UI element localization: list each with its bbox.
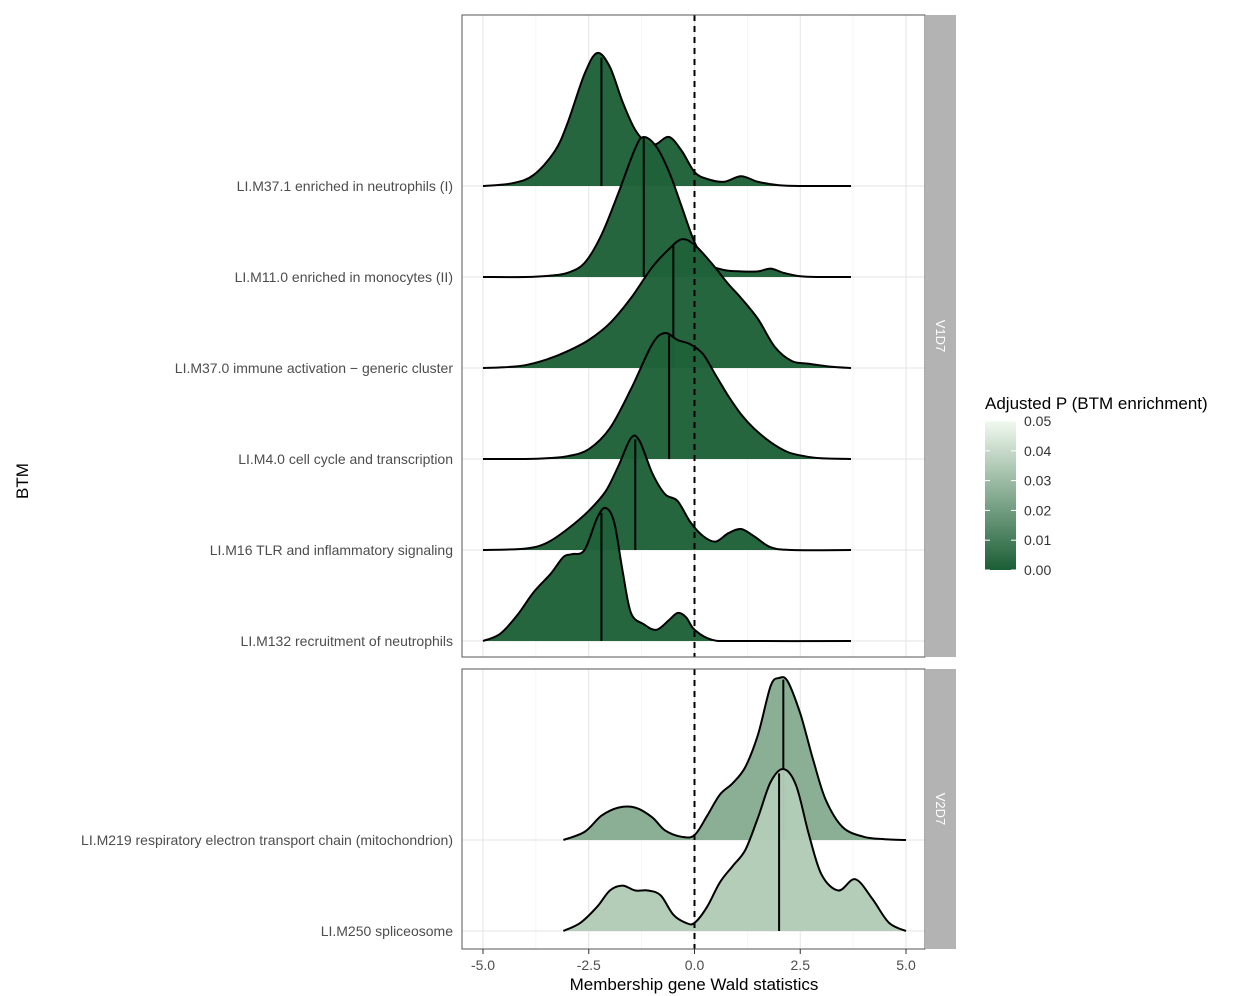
- ridge-fill-li-m4-0-cell-cycle-and-transcription: [483, 332, 851, 460]
- y-axis-labels: LI.M37.1 enriched in neutrophils (I) LI.M…: [81, 178, 453, 939]
- ridge-fill-li-m37-1-enriched-in-neutrophils-i: [483, 52, 851, 187]
- y-label-li-m11-0-enriched-in-monocytes-ii: LI.M11.0 enriched in monocytes (II): [235, 269, 453, 285]
- ridges: [482, 51, 852, 643]
- legend-tick-label: 0.00: [1024, 562, 1051, 578]
- ridge-fill-li-m132-recruitment-of-neutrophils: [483, 507, 851, 642]
- ridge-line-li-m11-0-enriched-in-monocytes-ii: [482, 136, 852, 279]
- y-label-li-m37-0-immune-activation-generic-cluster: LI.M37.0 immune activation − generic clu…: [175, 360, 454, 376]
- ridge-line-li-m219-respiratory-electron-transport-chain-mitochondrion: [563, 676, 907, 841]
- y-label-li-m132-recruitment-of-neutrophils: LI.M132 recruitment of neutrophils: [241, 633, 453, 649]
- y-label-li-m219-respiratory-electron-transport-chain-mitochondrion: LI.M219 respiratory electron transport c…: [81, 832, 453, 848]
- panel-v2d7: V2D7: [461, 668, 956, 950]
- x-tick-label: 0.0: [685, 957, 705, 973]
- ridge-fill-li-m16-tlr-and-inflammatory-signaling: [483, 435, 851, 551]
- facet-strip-label: V2D7: [933, 793, 948, 826]
- y-label-li-m4-0-cell-cycle-and-transcription: LI.M4.0 cell cycle and transcription: [238, 451, 453, 467]
- legend-tick-label: 0.03: [1024, 473, 1051, 489]
- facet-strip-label: V1D7: [933, 320, 948, 353]
- ridge-fill-li-m37-0-immune-activation-generic-cluster: [483, 239, 851, 368]
- ridge-fill-li-m11-0-enriched-in-monocytes-ii: [483, 136, 851, 278]
- x-axis-title: Membership gene Wald statistics: [570, 975, 819, 994]
- y-label-li-m37-1-enriched-in-neutrophils-i: LI.M37.1 enriched in neutrophils (I): [237, 178, 453, 194]
- y-axis-title: BTM: [13, 463, 32, 499]
- legend-title: Adjusted P (BTM enrichment): [985, 394, 1208, 413]
- ridges: [562, 676, 907, 932]
- facet-strip: [925, 15, 956, 657]
- x-tick-label: 5.0: [896, 957, 916, 973]
- ridge-line-li-m16-tlr-and-inflammatory-signaling: [482, 434, 852, 552]
- legend-tick-label: 0.04: [1024, 443, 1051, 459]
- x-tick-label: -2.5: [577, 957, 601, 973]
- ridge-line-li-m250-spliceosome: [562, 767, 907, 932]
- y-label-li-m16-tlr-and-inflammatory-signaling: LI.M16 TLR and inflammatory signaling: [210, 542, 453, 558]
- x-tick-label: 2.5: [791, 957, 811, 973]
- legend-tick-label: 0.01: [1024, 532, 1051, 548]
- plot-panels: V1D7 V2D7: [461, 14, 956, 950]
- ridge-line-li-m37-0-immune-activation-generic-cluster: [482, 238, 852, 369]
- facet-strip: [925, 669, 956, 949]
- x-tick-label: -5.0: [471, 957, 495, 973]
- ridge-line-li-m132-recruitment-of-neutrophils: [482, 506, 852, 643]
- legend-colorbar: [985, 421, 1016, 570]
- y-label-li-m250-spliceosome: LI.M250 spliceosome: [321, 923, 454, 939]
- color-legend: Adjusted P (BTM enrichment) 0.05 0.04 0.03…: [985, 394, 1208, 578]
- panel-v1d7: V1D7: [461, 14, 956, 658]
- legend-tick-label: 0.05: [1024, 413, 1051, 429]
- ridge-fill-li-m250-spliceosome: [563, 768, 906, 931]
- ridge-line-li-m4-0-cell-cycle-and-transcription: [482, 331, 852, 461]
- ridge-fill-li-m219-respiratory-electron-transport-chain-mitochondrion: [563, 677, 906, 840]
- legend-tick-label: 0.02: [1024, 502, 1051, 518]
- x-axis: -5.0 -2.5 0.0 2.5 5.0: [471, 949, 916, 973]
